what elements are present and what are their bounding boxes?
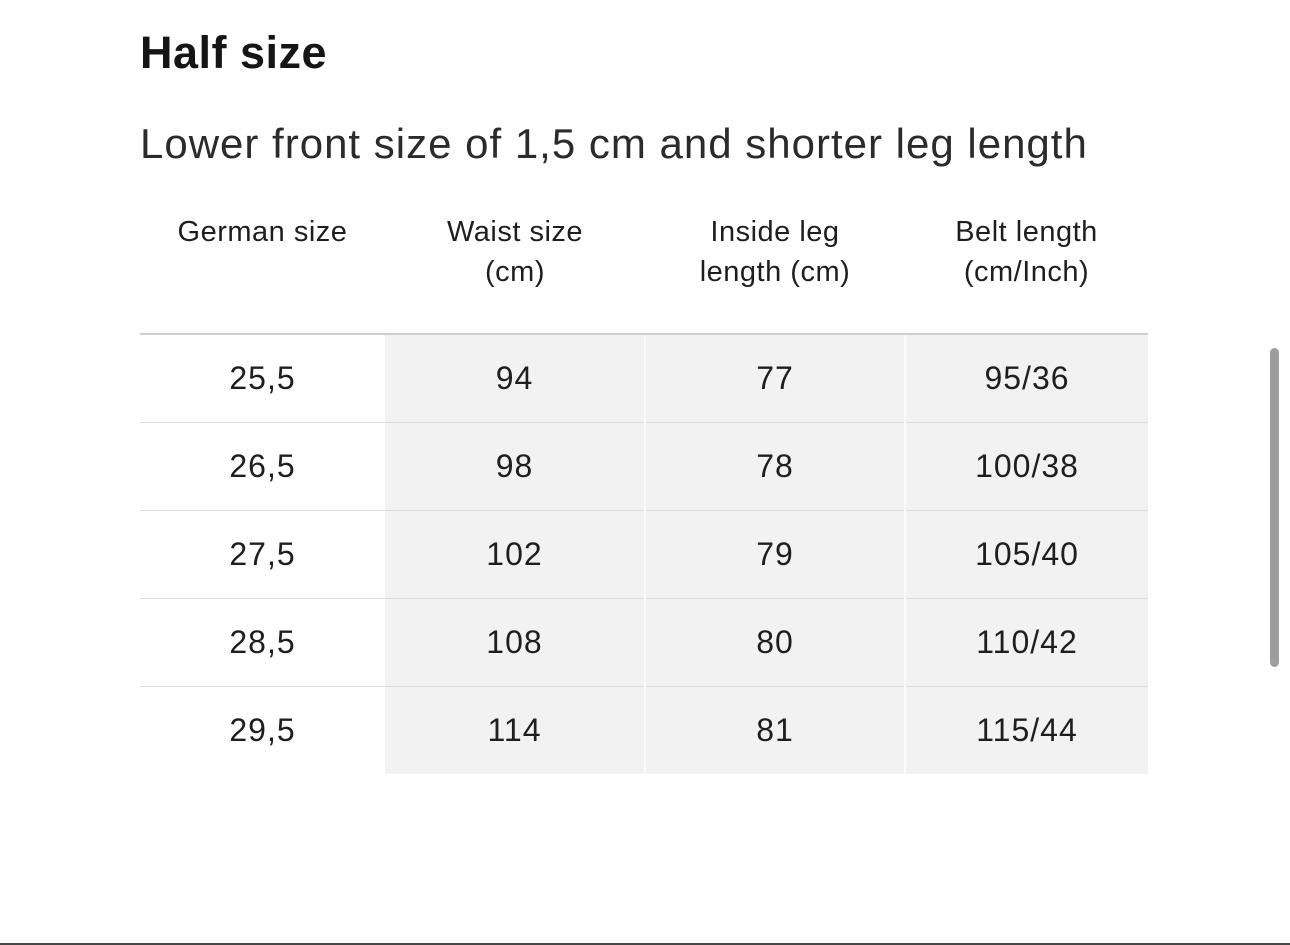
table-row: 27,5 102 79 105/40	[140, 509, 1148, 598]
bottom-border-line	[0, 943, 1290, 945]
cell-waist-size: 98	[385, 421, 645, 510]
table-row: 28,5 108 80 110/42	[140, 597, 1148, 686]
cell-german-size: 29,5	[140, 685, 385, 774]
cell-german-size: 28,5	[140, 597, 385, 686]
col-header-waist-size: Waist size (cm)	[385, 212, 645, 334]
cell-inside-leg-length: 79	[644, 509, 905, 598]
col-header-line: (cm)	[485, 256, 545, 288]
col-header-line: German size	[177, 216, 348, 248]
cell-inside-leg-length: 78	[644, 421, 905, 510]
page-title: Half size	[140, 27, 328, 78]
cell-belt-length: 100/38	[904, 421, 1148, 510]
col-header-line: Belt length	[955, 216, 1098, 248]
cell-waist-size: 114	[385, 685, 645, 774]
cell-inside-leg-length: 81	[644, 685, 905, 774]
col-header-german-size: German size	[140, 212, 385, 334]
cell-belt-length: 110/42	[904, 597, 1148, 686]
size-table: German size Waist size (cm) Inside leg l…	[140, 212, 1148, 774]
cell-belt-length: 115/44	[904, 685, 1148, 774]
cell-inside-leg-length: 80	[644, 597, 905, 686]
table-header-row: German size Waist size (cm) Inside leg l…	[140, 212, 1148, 334]
cell-waist-size: 102	[385, 509, 645, 598]
table-row: 25,5 94 77 95/36	[140, 333, 1148, 422]
col-header-inside-leg-length: Inside leg length (cm)	[645, 212, 905, 334]
cell-waist-size: 94	[385, 333, 645, 422]
col-header-line: length (cm)	[699, 256, 851, 288]
page-subtitle: Lower front size of 1,5 cm and shorter l…	[140, 120, 1088, 167]
vertical-scrollbar-thumb[interactable]	[1270, 348, 1279, 667]
col-header-belt-length: Belt length (cm/Inch)	[905, 212, 1148, 334]
col-header-line: Inside leg	[710, 216, 840, 248]
cell-german-size: 25,5	[140, 333, 385, 422]
col-header-line: Waist size	[446, 216, 584, 248]
cell-german-size: 27,5	[140, 509, 385, 598]
table-row: 26,5 98 78 100/38	[140, 421, 1148, 510]
size-guide-section: Half size Lower front size of 1,5 cm and…	[140, 27, 1148, 774]
col-header-line: (cm/Inch)	[963, 256, 1090, 288]
cell-german-size: 26,5	[140, 421, 385, 510]
cell-belt-length: 95/36	[904, 333, 1148, 422]
cell-belt-length: 105/40	[904, 509, 1148, 598]
cell-waist-size: 108	[385, 597, 645, 686]
cell-inside-leg-length: 77	[644, 333, 905, 422]
table-row: 29,5 114 81 115/44	[140, 685, 1148, 774]
